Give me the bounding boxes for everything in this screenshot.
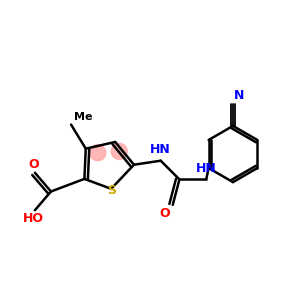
Text: N: N (234, 89, 245, 102)
Text: HO: HO (23, 212, 44, 225)
Text: HN: HN (150, 143, 171, 156)
Text: HN: HN (196, 162, 217, 175)
Text: O: O (28, 158, 39, 171)
Text: S: S (107, 184, 116, 197)
Circle shape (111, 143, 127, 159)
Text: Me: Me (74, 112, 93, 122)
Text: O: O (160, 207, 170, 220)
Circle shape (90, 145, 106, 161)
